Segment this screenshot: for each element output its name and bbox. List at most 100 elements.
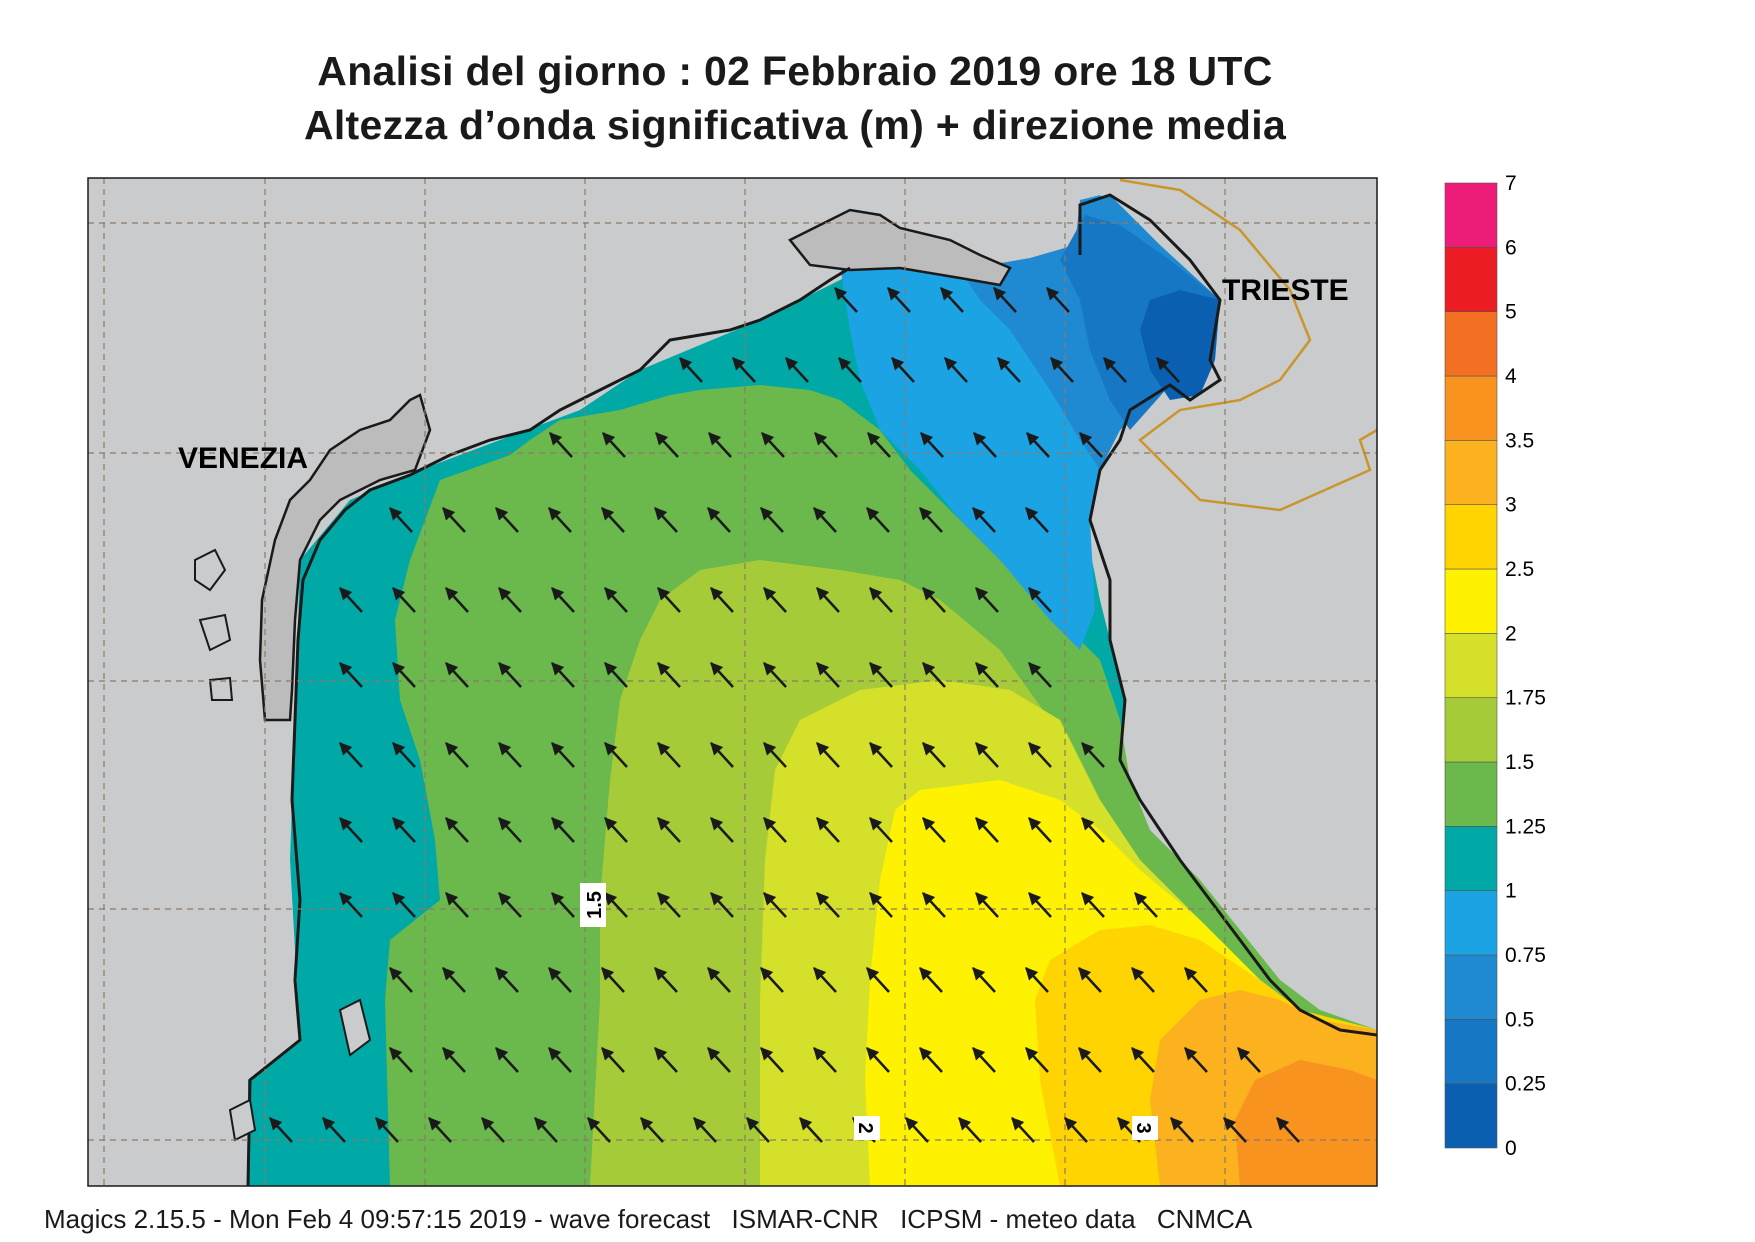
svg-text:1.5: 1.5 (584, 891, 606, 919)
color-bar-tick-label: 1.75 (1505, 687, 1546, 710)
wave-arrow (866, 507, 890, 533)
wave-arrow (919, 1047, 943, 1073)
wave-arrow (1184, 1047, 1208, 1073)
wave-arrow (654, 1047, 678, 1073)
wave-arrow (891, 357, 915, 383)
color-bar-tick-label: 4 (1505, 365, 1517, 388)
wave-arrow (445, 742, 469, 768)
wave-arrow (481, 1117, 505, 1143)
gulf-trieste-coast-land (788, 208, 1012, 287)
wave-arrow (445, 587, 469, 613)
color-bar-tick-label: 0.5 (1505, 1008, 1534, 1031)
wave-arrow (1223, 1117, 1247, 1143)
wave-arrow (975, 742, 999, 768)
wave-arrow (442, 507, 466, 533)
wave-arrow (428, 1117, 452, 1143)
wave-arrow (975, 892, 999, 918)
contour-label-2: 2 (854, 1116, 880, 1140)
color-bar-tick-label: 3 (1505, 494, 1517, 517)
wave-arrow (657, 587, 681, 613)
wave-arrow (869, 817, 893, 843)
wave-arrow (655, 432, 679, 458)
wave-arrow (710, 587, 734, 613)
wave-arrow (813, 1047, 837, 1073)
wave-arrow (1046, 287, 1070, 313)
wave-arrow (867, 432, 891, 458)
wave-arrow (548, 507, 572, 533)
wave-arrow (604, 742, 628, 768)
wave-arrow (997, 357, 1021, 383)
sea-band-3.5-4 (1235, 1060, 1377, 1186)
wave-arrow (761, 432, 785, 458)
wave-arrow (763, 892, 787, 918)
wave-arrow (442, 1047, 466, 1073)
wave-arrow (1184, 967, 1208, 993)
wave-arrow (551, 662, 575, 688)
wave-arrow (551, 892, 575, 918)
wave-arrow (710, 742, 734, 768)
wave-arrow (1131, 967, 1155, 993)
wave-arrow (940, 287, 964, 313)
wave-arrow (392, 742, 416, 768)
wave-arrow (495, 1047, 519, 1073)
contour-label-1.5: 1.5 (580, 883, 606, 927)
color-bar-legend: 0 0.25 0.5 0.75 1 1.25 1.5 1.75 2 2.5 3 3.5 4 5 6 7 (1444, 172, 1546, 1160)
venice-lagoon (258, 393, 432, 722)
color-bar-swatch (1444, 568, 1498, 634)
wave-arrow (1025, 507, 1049, 533)
color-bar-tick-label: 5 (1505, 301, 1517, 324)
wave-arrow (657, 892, 681, 918)
wave-arrow (693, 1117, 717, 1143)
wave-arrow (339, 892, 363, 918)
wave-arrow (551, 817, 575, 843)
color-bar-swatch (1444, 761, 1498, 827)
wave-arrow (445, 662, 469, 688)
map-frame (87, 177, 1378, 1187)
city-label-trieste: TRIESTE (1222, 274, 1349, 307)
color-bar-swatch (1444, 375, 1498, 441)
wave-arrow (498, 817, 522, 843)
color-bar-tick-label: 1.25 (1505, 815, 1546, 838)
wave-arrow (375, 1117, 399, 1143)
wave-arrow (922, 892, 946, 918)
wave-arrow (601, 1047, 625, 1073)
wave-arrow (760, 507, 784, 533)
wave-arrow (920, 432, 944, 458)
wave-arrow (548, 1047, 572, 1073)
wave-arrow (922, 587, 946, 613)
wave-arrow (816, 817, 840, 843)
wave-arrow (498, 662, 522, 688)
coastline-west (246, 266, 851, 1186)
wave-arrow (548, 967, 572, 993)
wave-arrow (392, 587, 416, 613)
wave-arrow (1131, 1047, 1155, 1073)
color-bar-swatch (1444, 247, 1498, 312)
wave-arrow (657, 662, 681, 688)
wave-arrow (905, 1117, 929, 1143)
color-bar-tick-label: 6 (1505, 236, 1517, 259)
color-bar-swatch (1444, 826, 1498, 891)
wave-arrow (785, 357, 809, 383)
color-bar-tick-label: 7 (1505, 172, 1517, 195)
color-bar-swatch (1444, 504, 1498, 570)
wave-arrow (760, 967, 784, 993)
wave-arrow (1050, 357, 1074, 383)
wave-arrow (549, 432, 573, 458)
wave-arrow (763, 587, 787, 613)
wave-arrow (710, 817, 734, 843)
coastline-east (1078, 193, 1377, 1037)
wave-arrow (1103, 357, 1127, 383)
wave-arrow (919, 507, 943, 533)
wave-arrow (746, 1117, 770, 1143)
wave-arrow (498, 892, 522, 918)
wave-arrow (389, 507, 413, 533)
wave-arrow (1081, 742, 1105, 768)
color-bar-tick-label: 3.5 (1505, 429, 1534, 452)
wave-arrow (495, 507, 519, 533)
color-bar-tick-label: 0 (1505, 1137, 1517, 1160)
color-bar-tick-label: 1.5 (1505, 751, 1534, 774)
wave-arrow (816, 587, 840, 613)
wave-arrow (869, 587, 893, 613)
wave-arrow (866, 1047, 890, 1073)
